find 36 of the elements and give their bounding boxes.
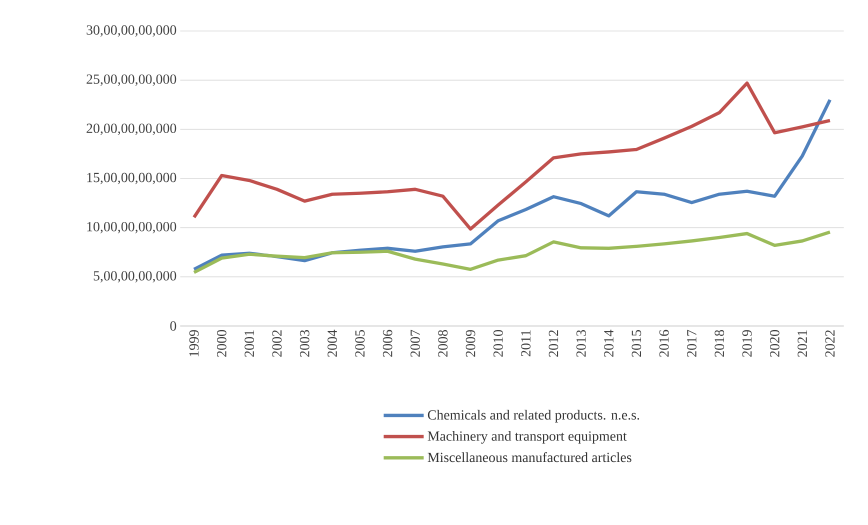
x-tick-label: 2021 (798, 330, 808, 357)
x-tick-label: 2003 (300, 330, 310, 357)
legend-label: Chemicals and related products. n.e.s. (428, 410, 640, 422)
x-tick-label: 2014 (604, 330, 614, 357)
legend-label: Miscellaneous manufactured articles (428, 452, 632, 462)
y-tick-label: 10,00,00,00,000 (87, 222, 176, 234)
legend-label: Machinery and transport equipment (428, 430, 627, 444)
x-tick-label: 2017 (687, 330, 696, 357)
x-tick-label: 2002 (272, 330, 282, 357)
x-tick-label: 2005 (355, 330, 365, 357)
x-tick-label: 2010 (493, 330, 503, 357)
y-tick-label: 0 (170, 321, 176, 331)
x-tick-label: 2019 (742, 330, 752, 357)
x-tick-label: 2018 (714, 330, 724, 357)
x-tick-label: 2020 (770, 330, 780, 357)
x-tick-label: 2012 (548, 330, 558, 357)
x-tick-label: 2016 (659, 330, 669, 357)
line-series (192, 230, 832, 274)
line-series (192, 81, 832, 231)
x-tick-label: 2008 (438, 330, 448, 357)
x-tick-label: 2007 (410, 330, 420, 357)
x-tick-label: 2015 (632, 330, 642, 357)
x-tick-label: 2006 (382, 330, 392, 357)
x-tick-label: 1999 (189, 330, 199, 356)
x-tick-label: 2000 (216, 330, 226, 357)
x-tick-label: 2004 (328, 330, 337, 357)
x-tick-label: 2013 (576, 330, 586, 357)
y-tick-label: 30,00,00,00,000 (86, 25, 176, 37)
x-tick-label: 2011 (521, 330, 531, 356)
x-tick-label: 2022 (825, 330, 835, 357)
y-tick-label: 20,00,00,00,000 (86, 124, 176, 136)
y-tick-label: 5,00,00,00,000 (94, 271, 176, 283)
y-tick-label: 25,00,00,00,000 (86, 74, 176, 86)
x-tick-label: 2001 (244, 330, 254, 357)
y-tick-label: 15,00,00,00,000 (87, 172, 176, 184)
x-tick-label: 2009 (466, 330, 476, 357)
